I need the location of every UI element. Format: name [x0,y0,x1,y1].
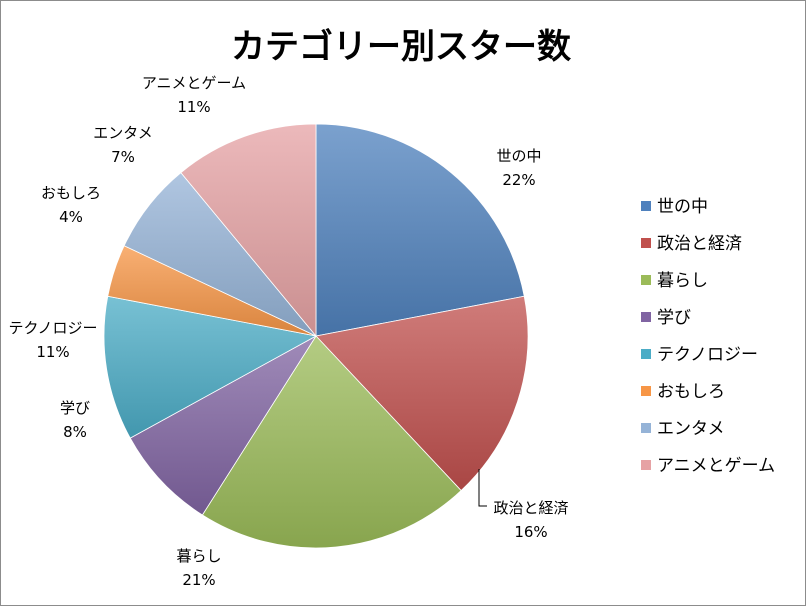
data-label-percent: 11% [177,98,210,116]
legend-swatch [641,349,651,359]
legend-swatch [641,423,651,433]
legend-swatch [641,275,651,285]
data-label-name: 暮らし [176,547,221,565]
data-label-name: おもしろ [41,184,101,202]
legend-label: 学び [657,308,691,328]
legend-label: 政治と経済 [657,234,742,254]
legend-label: おもしろ [657,382,725,402]
pie-slice-3 [129,335,317,516]
pie-slice-0 [315,123,525,337]
leader-lines [478,469,487,507]
chart-title: カテゴリー別スター数 [231,27,571,67]
legend-swatch [641,460,651,470]
data-label-name: 政治と経済 [493,499,568,517]
data-labels: 世の中 22% 政治と経済 16% 暮らし 21% 学び 8% テクノロジー 11% おもしろ 4% エ… [8,74,568,589]
leader-line [478,469,487,507]
legend-label: アニメとゲーム [657,456,775,476]
pie-slices [103,123,529,549]
pie-slice-4 [103,295,318,439]
data-label-percent: 8% [63,423,87,441]
data-label-name: アニメとゲーム [142,74,246,92]
pie-slice-1 [315,295,529,492]
legend-label: 世の中 [657,197,708,217]
legend-swatch [641,201,651,211]
data-label-percent: 16% [514,523,547,541]
data-label-percent: 11% [36,343,69,361]
data-label-name: 学び [60,399,90,417]
data-label-name: テクノロジー [8,319,97,337]
legend-swatch [641,238,651,248]
legend-label: エンタメ [657,419,725,439]
legend-label: テクノロジー [657,345,758,365]
legend-label: 暮らし [657,271,708,291]
legend-swatch [641,386,651,396]
legend-swatch [641,312,651,322]
data-label-name: エンタメ [93,124,153,142]
data-label-name: 世の中 [496,147,541,165]
data-label-percent: 21% [182,571,215,589]
data-label-percent: 22% [502,171,535,189]
pie-slice-2 [201,335,462,549]
data-label-percent: 7% [111,148,135,166]
pie-slice-7 [180,123,317,338]
data-label-percent: 4% [59,208,83,226]
